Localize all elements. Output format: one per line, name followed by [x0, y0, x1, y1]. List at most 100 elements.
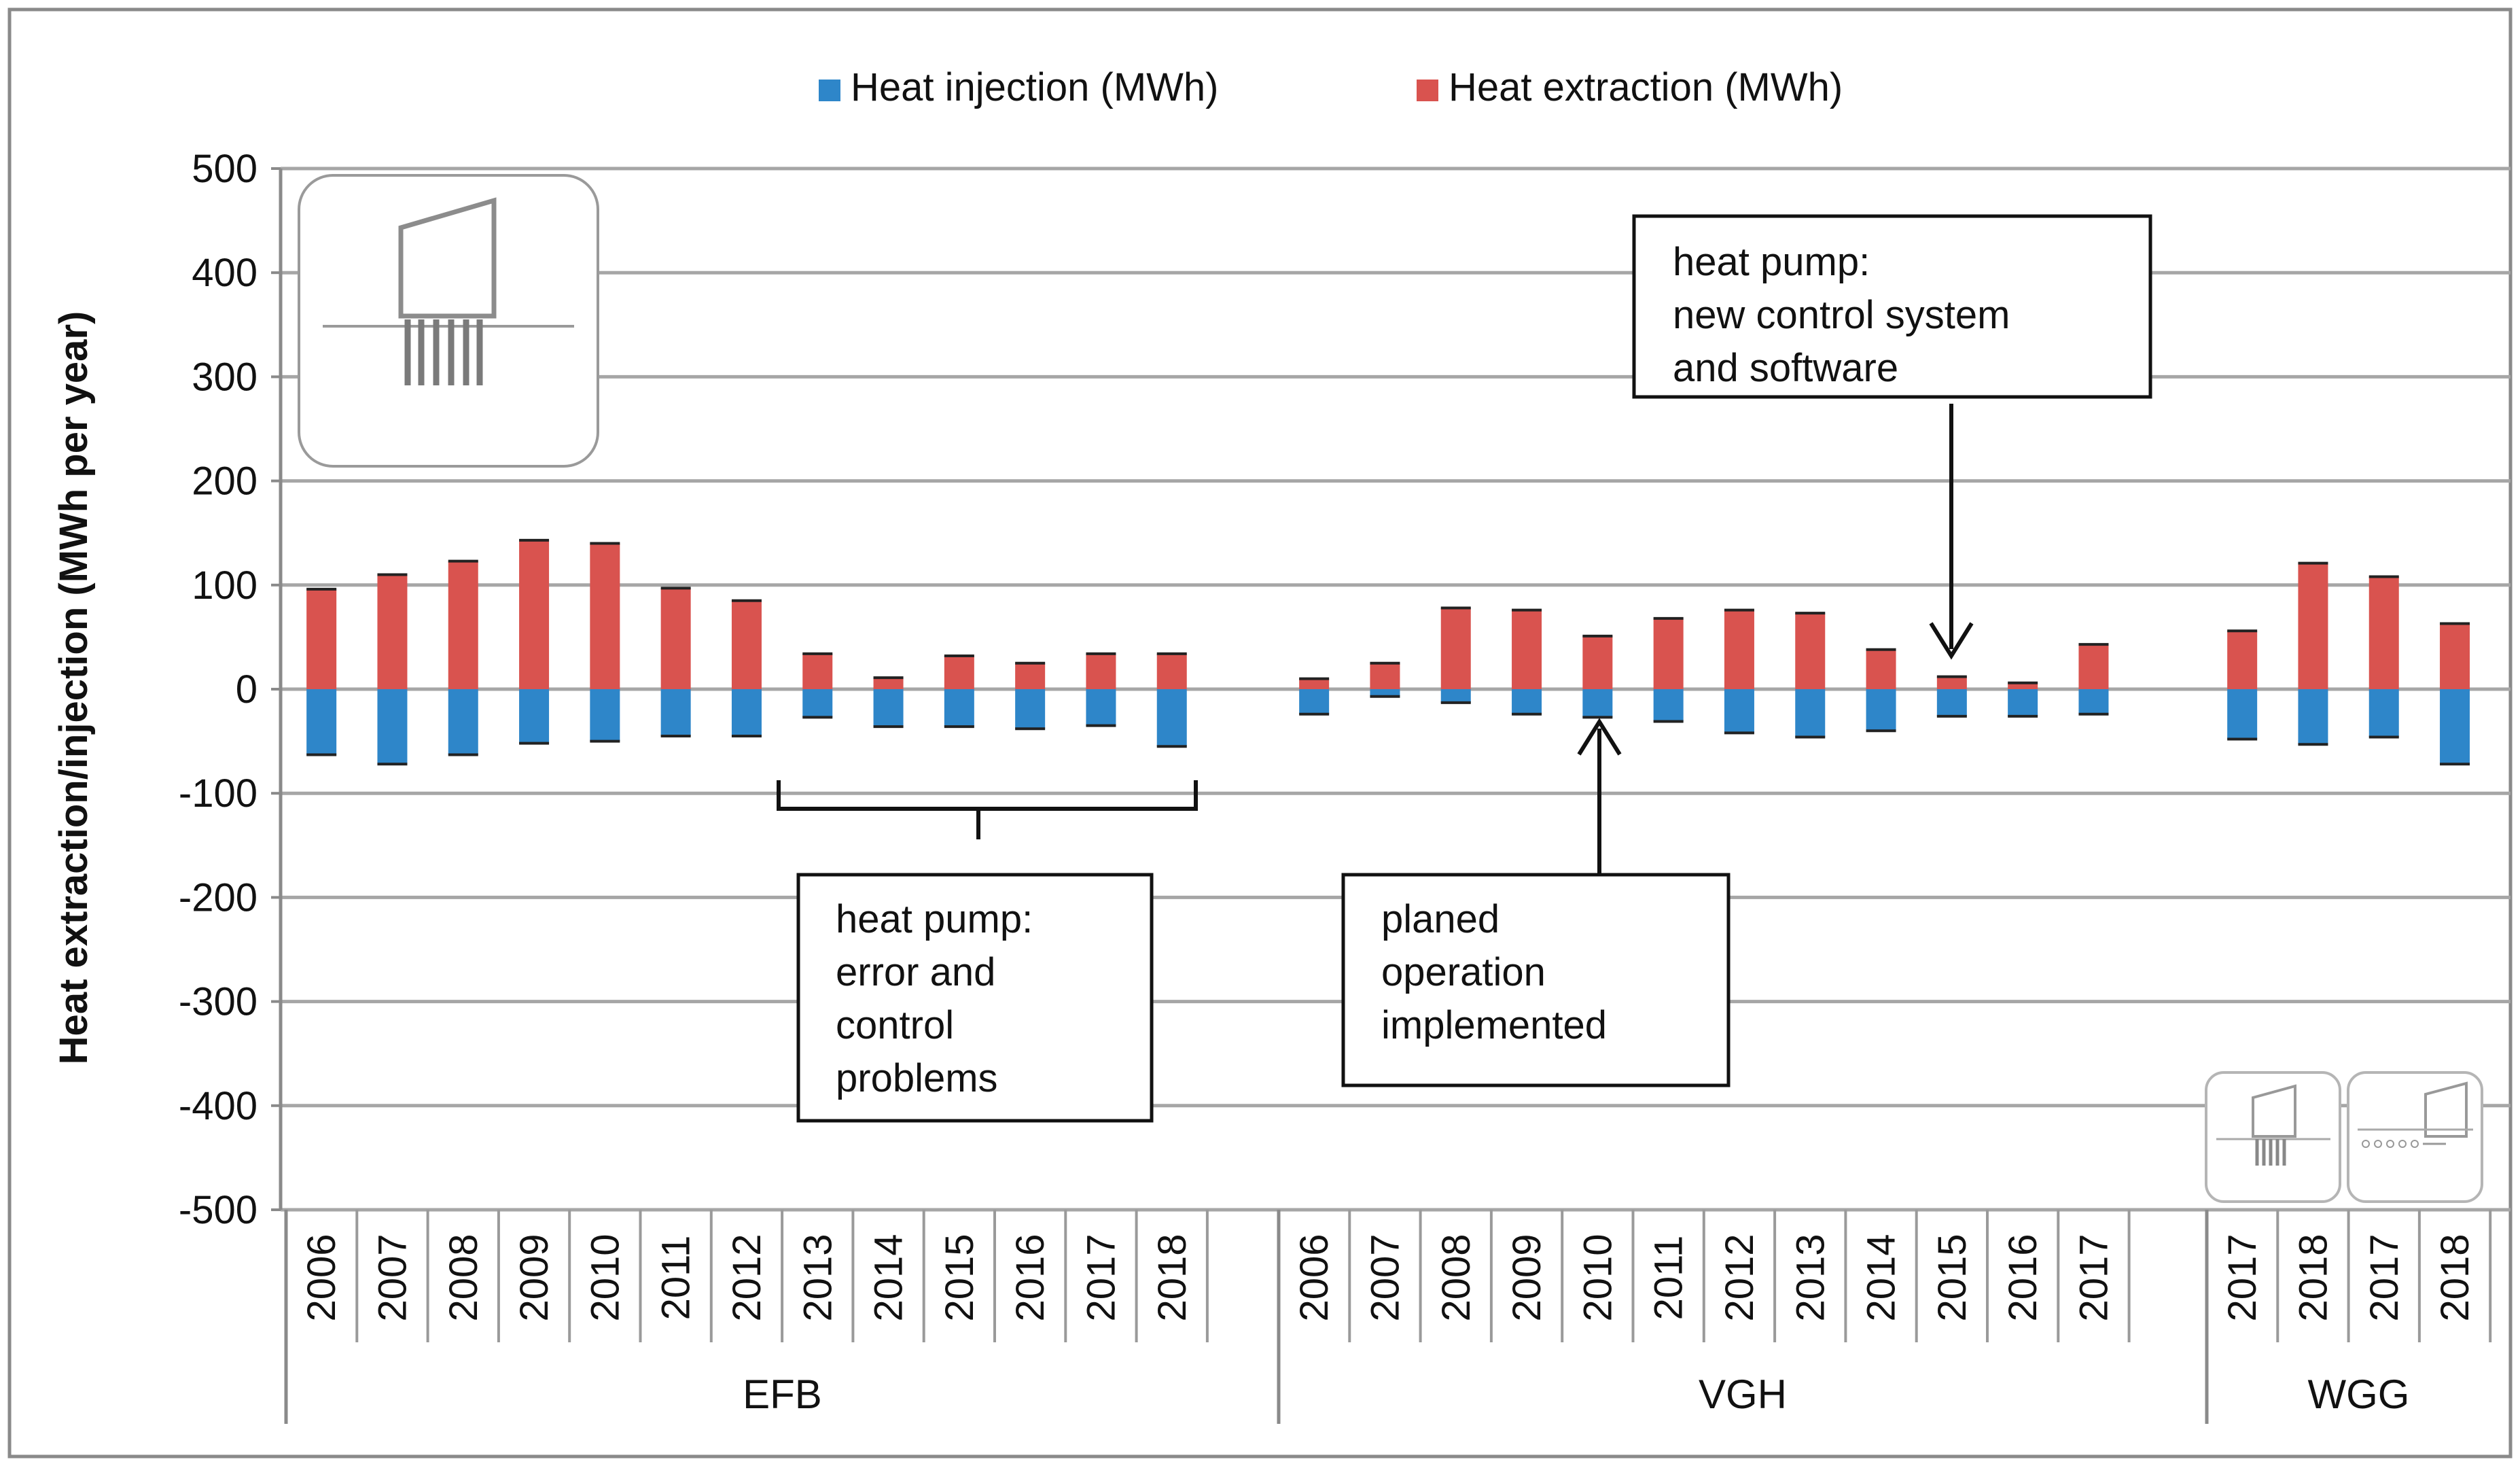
y-tick-label: 200 — [192, 459, 258, 504]
bar-heat-extraction — [377, 574, 408, 689]
bar-heat-injection — [377, 689, 408, 765]
y-tick-label: 300 — [192, 355, 258, 399]
bar-heat-injection — [2440, 689, 2470, 765]
bar-heat-extraction — [873, 678, 904, 689]
bar-heat-extraction — [2298, 563, 2328, 689]
bar-heat-extraction — [2368, 576, 2399, 689]
y-tick-label: -500 — [179, 1188, 258, 1232]
x-tick-label: 2016 — [2001, 1234, 2045, 1321]
legend-swatch-injection — [819, 80, 840, 101]
x-tick-label: 2012 — [1718, 1234, 1762, 1321]
bar-heat-injection — [2008, 689, 2038, 716]
x-tick-label: 2006 — [1292, 1234, 1336, 1321]
bar-heat-extraction — [519, 540, 550, 689]
bar-heat-extraction — [660, 588, 691, 689]
bar-heat-extraction — [448, 561, 478, 689]
x-tick-label: 2017 — [1079, 1234, 1123, 1321]
bar-heat-injection — [1156, 689, 1187, 747]
bar-heat-extraction — [1156, 653, 1187, 689]
x-tick-label: 2013 — [1788, 1234, 1832, 1321]
y-axis-ticks: 500 400 300 200 100 0 -100 -200 -300 -400 -500 — [179, 147, 283, 1232]
y-tick-label: 0 — [236, 667, 258, 712]
x-tick-label: 2006 — [300, 1234, 344, 1321]
bar-heat-injection — [448, 689, 478, 755]
x-tick-label: 2017 — [2362, 1234, 2407, 1321]
group-label-efb: EFB — [743, 1372, 822, 1417]
bar-heat-injection — [802, 689, 833, 718]
bar-heat-extraction — [306, 589, 337, 689]
annotation-vgh-2010-line-1: planed — [1381, 897, 1499, 941]
bar-heat-extraction — [1795, 613, 1826, 689]
bar-heat-injection — [2227, 689, 2258, 739]
annotation-vgh-2010: planed operation implemented — [1341, 718, 1731, 1087]
bar-heat-extraction — [1512, 610, 1542, 689]
y-tick-label: 500 — [192, 147, 258, 191]
bar-heat-extraction — [590, 543, 620, 689]
x-tick-label: 2007 — [1363, 1234, 1407, 1321]
legend-label-injection: Heat injection (MWh) — [851, 65, 1218, 109]
y-tick-label: 100 — [192, 563, 258, 608]
y-tick-label: -400 — [179, 1084, 258, 1128]
annotation-efb-line-3: control — [836, 1003, 954, 1047]
bar-heat-injection — [1370, 689, 1400, 697]
annotation-vgh-2010-line-3: implemented — [1381, 1003, 1607, 1047]
bar-heat-injection — [1795, 689, 1826, 737]
x-tick-label: 2017 — [2072, 1234, 2116, 1321]
annotation-vgh-2010-line-2: operation — [1381, 950, 1546, 994]
bar-heat-injection — [2368, 689, 2399, 737]
x-tick-label: 2007 — [370, 1234, 414, 1321]
x-tick-label: 2018 — [2291, 1234, 2335, 1321]
bar-heat-injection — [660, 689, 691, 736]
annotation-efb-line-2: error and — [836, 950, 995, 994]
bar-heat-injection — [1582, 689, 1613, 718]
bar-heat-injection — [1015, 689, 1046, 729]
annotation-vgh-2015-line-1: heat pump: — [1673, 240, 1870, 284]
x-tick-label: 2014 — [1860, 1234, 1904, 1321]
annotation-vgh-2015: heat pump: new control system and softwa… — [1632, 214, 2152, 660]
x-tick-label: 2015 — [938, 1234, 982, 1321]
annotation-efb-bracket: heat pump: error and control problems — [777, 780, 1198, 1123]
bar-heat-extraction — [2227, 631, 2258, 689]
x-tick-label: 2008 — [1434, 1234, 1478, 1321]
bar-heat-extraction — [944, 655, 974, 689]
building-probe-icon — [298, 174, 599, 468]
y-axis-title: Heat extraction/injection (MWh per year) — [52, 311, 96, 1065]
bar-heat-extraction — [2078, 644, 2109, 689]
bar-heat-extraction — [731, 600, 762, 689]
x-tick-label: 2008 — [442, 1234, 486, 1321]
x-tick-label: 2017 — [2220, 1234, 2265, 1321]
x-tick-label: 2009 — [1505, 1234, 1549, 1321]
bar-heat-injection — [1086, 689, 1116, 726]
annotation-vgh-2015-line-3: and software — [1673, 346, 1898, 390]
legend: Heat injection (MWh) Heat extraction (MW… — [819, 65, 1843, 109]
bar-heat-injection — [731, 689, 762, 736]
bar-heat-injection — [1653, 689, 1684, 722]
legend-label-extraction: Heat extraction (MWh) — [1449, 65, 1843, 109]
y-tick-label: -200 — [179, 875, 258, 920]
bar-heat-extraction — [1936, 676, 1967, 689]
bar-heat-extraction — [1724, 610, 1754, 689]
y-tick-label: -100 — [179, 771, 258, 816]
bar-heat-extraction — [2440, 623, 2470, 689]
bar-heat-extraction — [1866, 649, 1896, 689]
x-tick-label: 2012 — [725, 1234, 769, 1321]
x-tick-label: 2011 — [654, 1236, 698, 1321]
bar-heat-injection — [873, 689, 904, 727]
bar-heat-extraction — [1440, 608, 1471, 689]
bar-heat-injection — [1866, 689, 1896, 731]
x-tick-label: 2014 — [867, 1234, 911, 1321]
horizontal-collector-icon — [2347, 1071, 2483, 1203]
annotation-efb-line-1: heat pump: — [836, 897, 1033, 941]
bar-heat-extraction — [1582, 635, 1613, 689]
bar-heat-injection — [306, 689, 337, 755]
annotation-efb-line-4: problems — [836, 1056, 998, 1100]
y-tick-label: 400 — [192, 251, 258, 295]
bar-heat-injection — [2078, 689, 2109, 714]
bar-heat-injection — [1936, 689, 1967, 716]
x-tick-label: 2013 — [796, 1234, 840, 1321]
bars — [306, 538, 2470, 766]
bar-heat-injection — [590, 689, 620, 741]
bar-heat-extraction — [2008, 682, 2038, 689]
bar-heat-injection — [519, 689, 550, 744]
